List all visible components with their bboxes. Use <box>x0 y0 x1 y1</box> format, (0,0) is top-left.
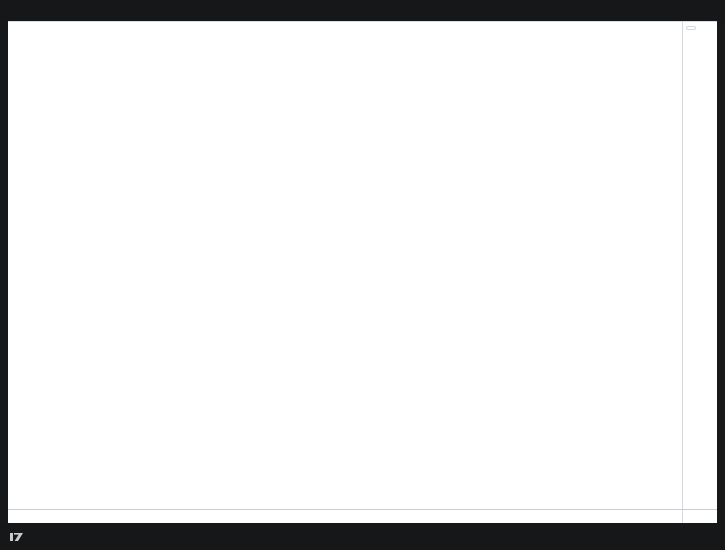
legend-volume-row[interactable] <box>13 36 33 48</box>
legend-symbol-row[interactable] <box>13 24 33 36</box>
chart-area[interactable] <box>8 21 717 524</box>
currency-button[interactable] <box>686 26 696 30</box>
tradingview-logo-icon[interactable] <box>10 531 24 543</box>
price-axis-border <box>682 21 683 523</box>
legend-fld17-row[interactable] <box>13 48 33 60</box>
time-axis-border <box>8 509 717 510</box>
chart-legend[interactable] <box>13 24 33 72</box>
legend-fld9-row[interactable] <box>13 60 33 72</box>
share-banner <box>0 0 725 21</box>
bottom-toolbar <box>0 523 725 550</box>
